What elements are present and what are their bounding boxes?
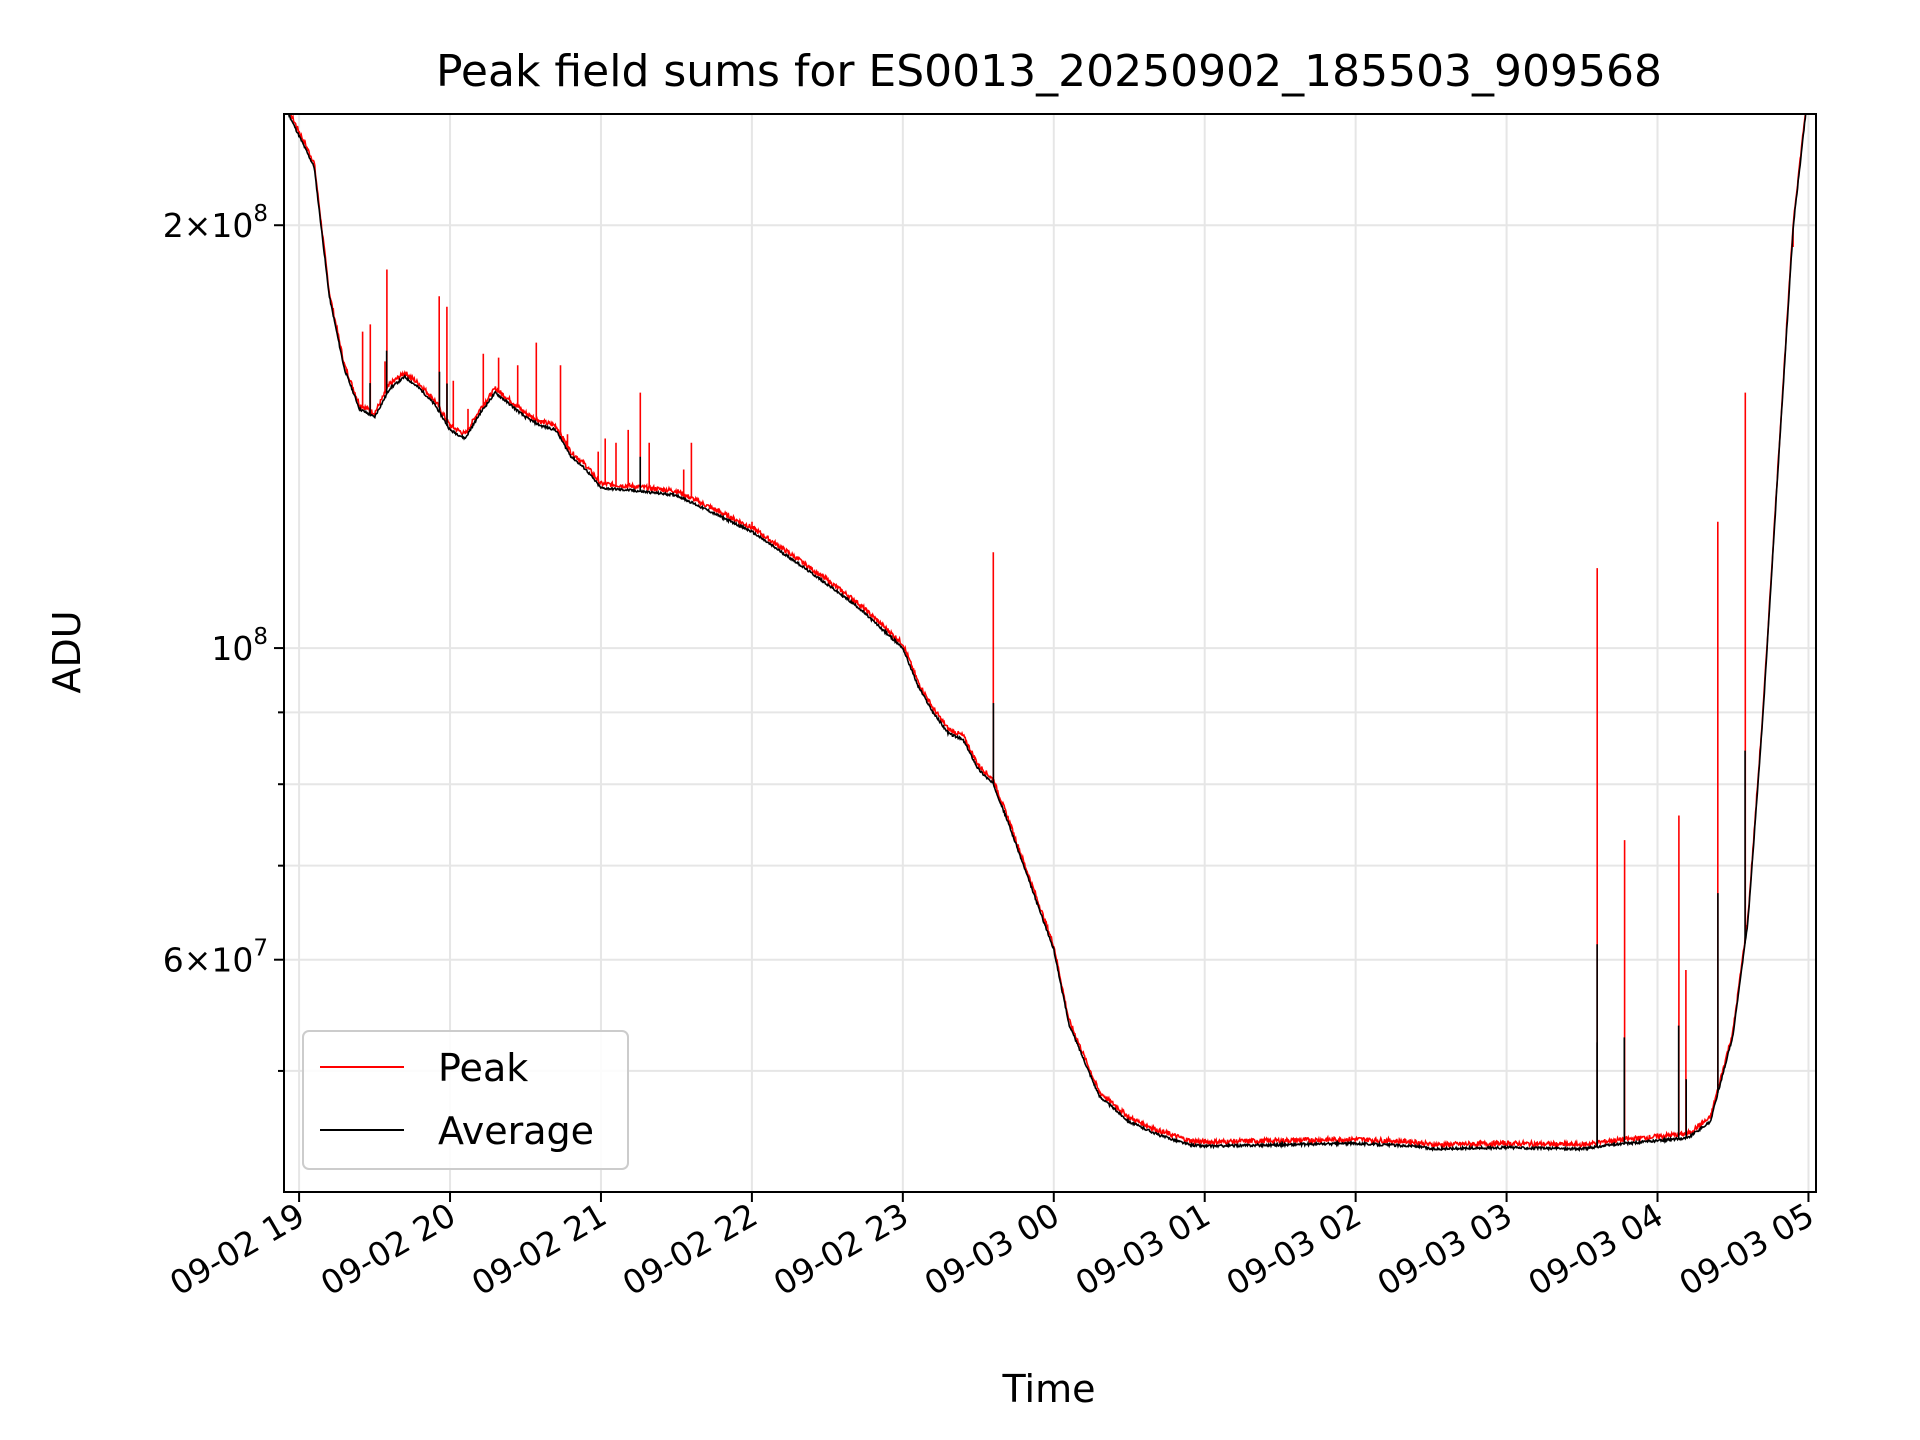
x-tick-label: 09-03 00	[918, 1195, 1066, 1303]
x-tick-label: 09-03 01	[1069, 1195, 1217, 1303]
y-tick-label: 6×107	[163, 936, 268, 980]
legend-label-peak: Peak	[438, 1046, 528, 1090]
x-tick-label: 09-03 04	[1522, 1195, 1670, 1303]
y-tick-label: 2×108	[163, 201, 268, 245]
x-tick-label: 09-02 20	[314, 1195, 462, 1303]
series-peak-line	[288, 114, 1807, 1150]
legend: Peak Average	[302, 1030, 629, 1170]
x-tick-label: 09-03 02	[1220, 1195, 1368, 1303]
plot-frame	[283, 113, 1817, 1193]
x-axis-label: Time	[1002, 1367, 1096, 1411]
legend-box	[302, 1030, 629, 1170]
y-tick-label: 108	[211, 624, 268, 668]
x-tick-label: 09-03 03	[1371, 1195, 1519, 1303]
x-tick-label: 09-02 21	[465, 1195, 613, 1303]
x-tick-label: 09-03 05	[1672, 1195, 1820, 1303]
x-tick-label: 09-02 23	[767, 1195, 915, 1303]
y-axis: 6×107 108 2×108	[163, 201, 284, 1072]
plot-series	[287, 114, 1807, 1153]
chart-title: Peak field sums for ES0013_20250902_1855…	[436, 46, 1662, 97]
series-average-line	[287, 114, 1807, 1153]
x-axis: 09-02 19 09-02 20 09-02 21 09-02 22 09-02 23…	[163, 1192, 1820, 1303]
y-axis-label: ADU	[45, 610, 89, 693]
x-tick-label: 09-02 22	[616, 1195, 764, 1303]
x-tick-label: 09-02 19	[163, 1195, 311, 1303]
legend-label-average: Average	[438, 1109, 594, 1153]
